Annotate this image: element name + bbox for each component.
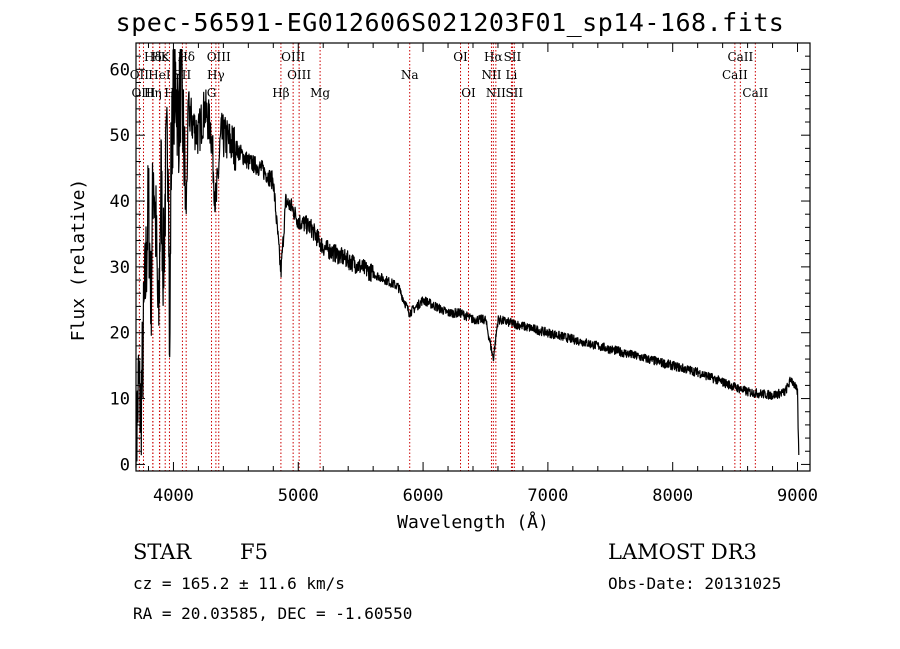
spectral-line-label: OIII [281,50,305,64]
spectral-line-label: OI [453,50,468,64]
y-axis-label: Flux (relative) [68,179,89,342]
y-tick-label: 60 [110,60,130,80]
spectral-line-label: Hη [144,86,162,100]
spectral-line-label: OII [130,68,150,82]
spectral-line-label: H [164,86,174,100]
spectral-line-label: CaII [722,68,748,82]
spectral-line-label: Hε [151,50,168,64]
x-tick-label: 9000 [777,486,818,506]
spectral-line-label: Mg [310,86,330,100]
y-axis: 0 10 20 30 40 50 60 [110,55,810,475]
spectral-line-label: HeI [148,68,171,82]
spectral-line-label: Li [506,68,518,82]
object-type: STAR [133,540,192,564]
spectral-line-label: NII [486,86,506,100]
x-tick-label: 6000 [403,486,444,506]
spectral-line-label: G [207,86,217,100]
object-subclass: F5 [240,540,268,564]
spectral-line-label: SII [174,68,192,82]
coordinates: RA = 20.03585, DEC = -1.60550 [133,604,413,623]
chart-title: spec-56591-EG012606S021203F01_sp14-168.f… [115,8,785,37]
spectral-line-label: OI [461,86,476,100]
spectral-line-label: OIII [287,68,311,82]
spectral-line-label: Hδ [144,50,162,64]
y-tick-label: 50 [110,126,130,146]
spectral-line-label: Hγ [207,68,225,82]
spectral-line-label: NII [481,68,501,82]
spectral-line-label: Hβ [272,86,289,100]
spectral-line-label: OIII [131,86,155,100]
spectral-line-label: Hα [484,50,503,64]
x-axis-label: Wavelength (Å) [397,511,549,533]
spectral-line-markers [138,43,756,471]
x-axis: 4000 5000 6000 7000 8000 9000 [147,43,818,506]
x-tick-label: 4000 [153,486,194,506]
redshift-value: cz = 165.2 ± 11.6 km/s [133,574,345,593]
y-tick-label: 40 [110,192,130,212]
spectral-line-label: SII [504,50,522,64]
spectral-line-label: Hδ [177,50,195,64]
x-tick-label: 5000 [278,486,319,506]
y-tick-label: 30 [110,258,130,278]
spectral-line-label: OIII [207,50,231,64]
spectral-line-label: K [161,50,171,64]
spectral-line-label: Na [401,68,419,82]
spectral-line-label: SII [505,86,523,100]
y-tick-label: 20 [110,324,130,344]
spectral-line-label: CaII [742,86,768,100]
x-tick-label: 8000 [652,486,693,506]
observation-date: Obs-Date: 20131025 [608,574,782,593]
spectrum-line [135,49,800,468]
spectral-line-label: CaII [727,50,753,64]
survey-name: LAMOST DR3 [608,540,757,564]
y-tick-label: 0 [120,455,130,475]
y-tick-label: 10 [110,390,130,410]
x-tick-label: 7000 [527,486,568,506]
plot-frame [135,42,811,472]
